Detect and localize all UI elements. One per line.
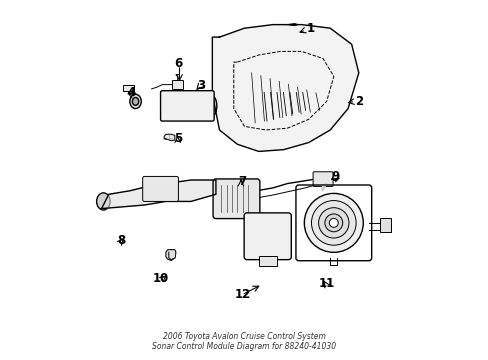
FancyBboxPatch shape [142, 176, 178, 202]
Text: 1: 1 [306, 22, 314, 35]
Polygon shape [164, 134, 175, 141]
Text: 10: 10 [152, 272, 168, 285]
Text: 8: 8 [117, 234, 125, 247]
Ellipse shape [207, 96, 216, 116]
Polygon shape [322, 184, 326, 191]
Text: 11: 11 [318, 277, 334, 290]
Ellipse shape [256, 224, 279, 247]
Polygon shape [212, 24, 358, 152]
Polygon shape [165, 249, 176, 260]
FancyBboxPatch shape [160, 91, 214, 121]
Text: 7: 7 [238, 175, 246, 188]
Ellipse shape [132, 98, 139, 105]
FancyBboxPatch shape [258, 256, 276, 266]
Ellipse shape [304, 193, 363, 252]
Ellipse shape [311, 201, 355, 245]
FancyBboxPatch shape [213, 179, 259, 219]
FancyBboxPatch shape [123, 85, 134, 91]
Ellipse shape [130, 94, 141, 109]
Ellipse shape [318, 208, 348, 238]
Ellipse shape [260, 228, 274, 243]
Polygon shape [102, 180, 216, 208]
FancyBboxPatch shape [172, 80, 183, 89]
Ellipse shape [324, 214, 342, 232]
Text: 2: 2 [354, 95, 362, 108]
Ellipse shape [97, 193, 110, 210]
Text: 4: 4 [127, 86, 136, 99]
FancyBboxPatch shape [380, 218, 390, 232]
Text: 9: 9 [331, 170, 339, 183]
Text: 12: 12 [234, 288, 250, 301]
Text: 5: 5 [174, 132, 182, 145]
Ellipse shape [328, 219, 338, 227]
FancyBboxPatch shape [244, 213, 291, 260]
Ellipse shape [162, 97, 169, 115]
Text: 2006 Toyota Avalon Cruise Control System
Sonar Control Module Diagram for 88240-: 2006 Toyota Avalon Cruise Control System… [152, 332, 336, 351]
Text: 6: 6 [174, 57, 182, 71]
FancyBboxPatch shape [312, 172, 332, 186]
Text: 3: 3 [197, 79, 205, 92]
